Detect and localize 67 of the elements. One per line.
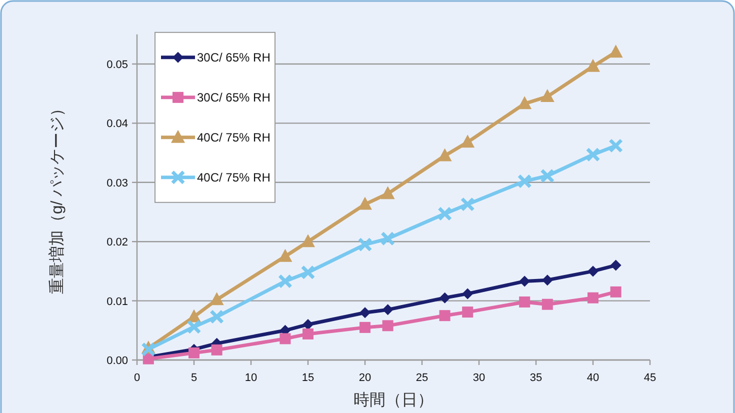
- point: [460, 197, 475, 212]
- point: [610, 286, 622, 298]
- point: [360, 322, 370, 333]
- point: [382, 304, 394, 316]
- point: [302, 318, 314, 330]
- x-tick-label: 0: [134, 372, 140, 384]
- point: [380, 186, 395, 200]
- point: [540, 89, 554, 102]
- y-tick-label: 0.04: [106, 118, 128, 130]
- point: [301, 234, 315, 248]
- point: [517, 174, 532, 188]
- point: [358, 237, 372, 252]
- point: [210, 292, 224, 306]
- y-tick-label: 0.00: [106, 355, 128, 367]
- point: [588, 292, 598, 304]
- point: [280, 333, 291, 344]
- y-tick-label: 0.03: [106, 177, 128, 190]
- x-axis-title: 時間（日）: [354, 390, 434, 409]
- point: [460, 134, 475, 148]
- x-tick-label: 25: [416, 372, 428, 384]
- point: [462, 306, 474, 318]
- point: [542, 298, 553, 310]
- point: [438, 206, 452, 222]
- point: [586, 147, 600, 162]
- x-tick-label: 20: [358, 372, 372, 384]
- point: [382, 320, 394, 332]
- x-tick-label: 45: [644, 372, 656, 384]
- point: [540, 168, 555, 184]
- x-tick-label: 10: [244, 372, 258, 384]
- legend-label: 30C/ 65% RH: [197, 90, 270, 104]
- x-tick-label: 30: [472, 372, 486, 384]
- point: [439, 310, 450, 322]
- y-tick-label: 0.01: [106, 296, 128, 308]
- point: [610, 260, 622, 271]
- point: [462, 288, 474, 300]
- x-tick-label: 40: [586, 372, 600, 384]
- x-tick-label: 15: [302, 372, 314, 384]
- point: [188, 347, 200, 358]
- y-axis-title: 重量増加（g/ パッケージ）: [48, 100, 66, 294]
- point: [518, 96, 532, 110]
- legend-label: 30C/ 65% RH: [197, 50, 270, 64]
- legend-label: 40C/ 75% RH: [197, 130, 270, 144]
- point: [519, 296, 530, 308]
- legend-label: 40C/ 75% RH: [197, 170, 270, 184]
- point: [439, 292, 450, 304]
- point: [519, 276, 530, 287]
- point: [278, 248, 292, 262]
- point: [278, 274, 292, 289]
- point: [608, 138, 624, 153]
- x-tick-label: 35: [530, 372, 542, 384]
- point: [211, 344, 222, 356]
- point: [210, 310, 224, 324]
- point: [588, 266, 598, 277]
- y-tick-label: 0.05: [106, 59, 128, 71]
- point: [542, 274, 553, 286]
- x-tick-label: 5: [190, 372, 198, 384]
- point: [608, 44, 623, 58]
- point: [300, 265, 316, 280]
- point: [358, 196, 372, 210]
- point: [438, 148, 452, 162]
- point: [360, 307, 370, 318]
- point: [380, 231, 396, 246]
- y-tick-label: 0.02: [106, 236, 128, 249]
- point: [141, 342, 156, 357]
- point: [586, 58, 600, 72]
- point: [302, 328, 314, 340]
- point: [186, 320, 202, 334]
